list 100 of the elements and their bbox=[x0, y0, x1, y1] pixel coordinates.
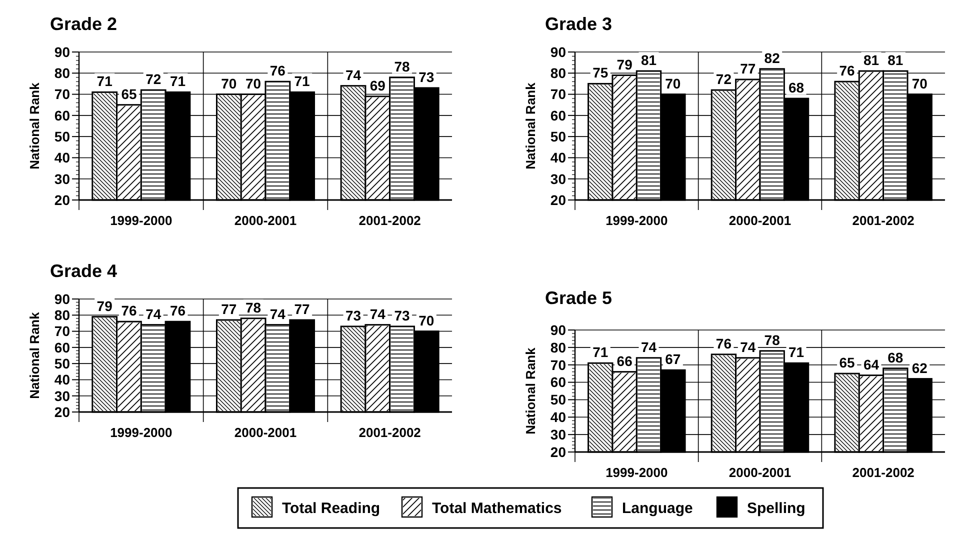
y-tick-label: 50 bbox=[54, 128, 70, 144]
data-label: 76 bbox=[170, 302, 186, 319]
data-label: 81 bbox=[863, 52, 880, 68]
y-axis-title: National Rank bbox=[27, 82, 42, 170]
data-label: 65 bbox=[121, 86, 137, 102]
y-tick-label: 70 bbox=[54, 86, 70, 102]
data-label: 73 bbox=[345, 307, 362, 324]
y-tick-label: 90 bbox=[54, 290, 70, 307]
y-tick-label: 30 bbox=[550, 426, 566, 442]
data-label: 82 bbox=[764, 50, 780, 66]
y-tick-label: 20 bbox=[550, 192, 566, 208]
data-label: 75 bbox=[592, 64, 608, 81]
data-label: 62 bbox=[912, 360, 928, 376]
y-tick-label: 30 bbox=[54, 170, 70, 187]
data-label: 78 bbox=[246, 299, 262, 316]
data-label: 71 bbox=[96, 73, 113, 90]
data-label: 74 bbox=[370, 306, 386, 322]
data-label: 78 bbox=[764, 332, 780, 348]
y-tick-label: 90 bbox=[54, 44, 70, 60]
data-label: 76 bbox=[716, 335, 732, 352]
legend-label: Spelling bbox=[747, 500, 806, 517]
data-label: 77 bbox=[221, 300, 237, 317]
data-label: 67 bbox=[665, 351, 681, 368]
data-label: 70 bbox=[418, 312, 434, 328]
legend-label: Language bbox=[622, 500, 693, 517]
y-tick-label: 50 bbox=[54, 355, 70, 372]
y-tick-label: 60 bbox=[550, 107, 566, 124]
x-tick-label: 2001-2002 bbox=[852, 465, 914, 480]
data-label: 71 bbox=[592, 344, 608, 360]
x-tick-label: 1999-2000 bbox=[606, 213, 668, 228]
data-label: 77 bbox=[740, 60, 756, 76]
legend-label: Total Mathematics bbox=[432, 500, 562, 517]
data-label: 79 bbox=[616, 56, 633, 72]
y-axis-title: National Rank bbox=[523, 346, 538, 434]
legend-label: Total Reading bbox=[282, 500, 380, 517]
data-label: 73 bbox=[418, 68, 434, 85]
data-label: 76 bbox=[839, 62, 856, 79]
y-tick-label: 90 bbox=[550, 322, 566, 338]
y-tick-label: 90 bbox=[550, 44, 566, 60]
y-tick-label: 40 bbox=[54, 150, 70, 166]
x-tick-label: 2001-2002 bbox=[852, 213, 914, 228]
y-tick-label: 40 bbox=[550, 409, 566, 426]
data-label: 78 bbox=[394, 58, 410, 74]
y-axis-title: National Rank bbox=[27, 311, 42, 399]
data-label: 77 bbox=[294, 300, 310, 317]
data-label: 71 bbox=[170, 73, 186, 90]
chart-title: Grade 4 bbox=[50, 261, 118, 281]
x-tick-label: 2001-2002 bbox=[358, 425, 421, 440]
chart-title: Grade 5 bbox=[545, 288, 612, 308]
data-label: 68 bbox=[788, 80, 804, 96]
y-tick-label: 70 bbox=[550, 356, 566, 373]
x-tick-label: 2001-2002 bbox=[358, 213, 421, 228]
y-tick-label: 70 bbox=[54, 323, 70, 340]
data-label: 81 bbox=[888, 52, 904, 68]
x-tick-label: 2000-2001 bbox=[234, 213, 297, 228]
data-label: 81 bbox=[640, 52, 657, 68]
y-tick-label: 80 bbox=[54, 65, 70, 82]
y-tick-label: 30 bbox=[54, 388, 70, 404]
y-tick-label: 70 bbox=[550, 86, 566, 102]
y-tick-label: 80 bbox=[550, 65, 566, 82]
y-tick-label: 50 bbox=[550, 392, 566, 408]
data-label: 70 bbox=[912, 75, 928, 92]
y-tick-label: 80 bbox=[54, 307, 70, 324]
data-label: 71 bbox=[788, 344, 804, 360]
x-tick-label: 2000-2001 bbox=[728, 213, 792, 228]
data-label: 69 bbox=[370, 77, 386, 94]
data-label: 72 bbox=[716, 71, 732, 88]
y-tick-label: 60 bbox=[550, 374, 566, 390]
data-label: 71 bbox=[294, 73, 310, 90]
y-tick-label: 40 bbox=[550, 150, 566, 166]
y-tick-label: 60 bbox=[54, 339, 70, 356]
data-label: 74 bbox=[270, 306, 286, 322]
y-tick-label: 20 bbox=[54, 192, 70, 208]
data-label: 76 bbox=[121, 302, 137, 319]
y-tick-label: 30 bbox=[550, 170, 566, 187]
data-label: 65 bbox=[839, 354, 856, 371]
data-label: 64 bbox=[863, 356, 880, 372]
x-tick-label: 1999-2000 bbox=[606, 465, 668, 480]
data-label: 72 bbox=[146, 71, 162, 88]
data-label: 73 bbox=[394, 307, 410, 324]
y-tick-label: 40 bbox=[54, 372, 70, 388]
data-label: 76 bbox=[270, 62, 286, 79]
data-label: 74 bbox=[345, 66, 362, 83]
data-label: 74 bbox=[146, 306, 162, 322]
x-tick-label: 1999-2000 bbox=[110, 425, 172, 440]
data-label: 79 bbox=[96, 298, 113, 314]
y-tick-label: 50 bbox=[550, 128, 566, 144]
y-tick-label: 20 bbox=[550, 444, 566, 460]
data-label: 70 bbox=[221, 75, 237, 92]
data-label: 66 bbox=[616, 352, 633, 369]
x-tick-label: 1999-2000 bbox=[110, 213, 172, 228]
y-axis-title: National Rank bbox=[523, 82, 538, 170]
chart-title: Grade 2 bbox=[50, 14, 118, 34]
y-tick-label: 20 bbox=[54, 404, 70, 420]
data-label: 68 bbox=[888, 349, 904, 366]
data-label: 70 bbox=[246, 75, 262, 92]
x-tick-label: 2000-2001 bbox=[728, 465, 792, 480]
data-label: 74 bbox=[640, 338, 657, 355]
data-label: 74 bbox=[740, 338, 756, 355]
x-tick-label: 2000-2001 bbox=[234, 425, 297, 440]
